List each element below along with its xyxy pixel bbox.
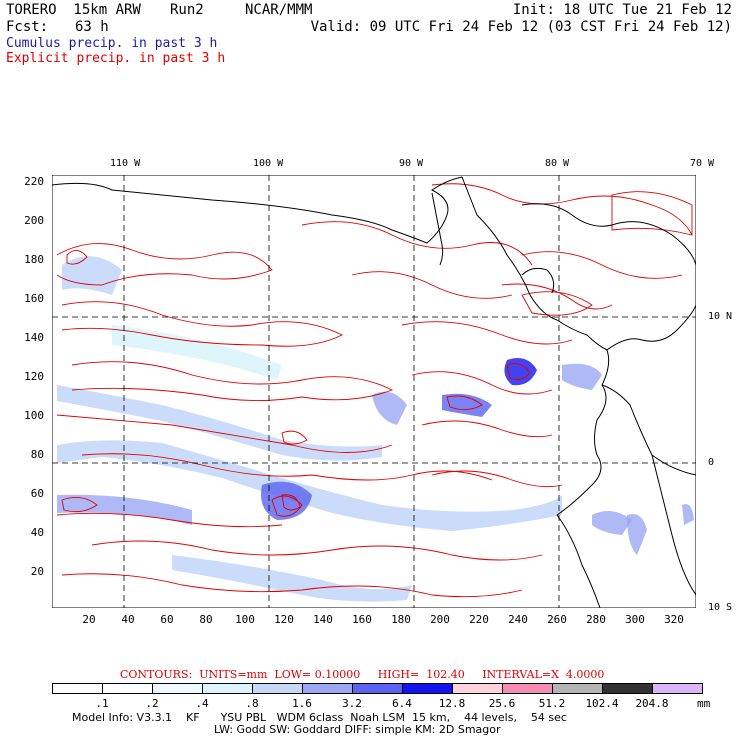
lat-label-10n: 10 N xyxy=(708,311,733,322)
model-info-line2: LW: Godd SW: Goddard DIFF: simple KM: 2D… xyxy=(214,723,501,736)
lon-label-90w: 90 W xyxy=(399,158,424,169)
legend-value: .1 xyxy=(95,697,109,710)
y-tick: 20 xyxy=(30,565,44,578)
x-tick: 160 xyxy=(352,613,372,626)
x-tick: 180 xyxy=(391,613,411,626)
coastlines xyxy=(52,176,696,608)
lon-label-100w: 100 W xyxy=(253,158,284,169)
legend-swatch-8 xyxy=(452,683,503,694)
legend-value: .2 xyxy=(145,697,159,710)
y-tick: 60 xyxy=(30,487,44,500)
legend-value: 3.2 xyxy=(342,697,362,710)
x-tick: 100 xyxy=(235,613,255,626)
legend-swatch-2 xyxy=(152,683,203,694)
x-tick: 80 xyxy=(199,613,213,626)
x-tick: 260 xyxy=(547,613,567,626)
y-tick: 120 xyxy=(24,370,44,383)
y-tick: 40 xyxy=(30,526,44,539)
x-tick: 320 xyxy=(664,613,684,626)
x-tick: 300 xyxy=(625,613,645,626)
explicit-legend: Explicit precip. in past 3 h xyxy=(6,51,226,66)
legend-value: .4 xyxy=(195,697,209,710)
x-tick: 200 xyxy=(430,613,450,626)
legend-swatch-3 xyxy=(202,683,253,694)
legend-value: .8 xyxy=(245,697,259,710)
y-tick: 160 xyxy=(24,292,44,305)
lon-label-70w: 70 W xyxy=(690,158,715,169)
model-info-line1: Model Info: V3.3.1 KF YSU PBL WDM 6class… xyxy=(72,711,567,724)
y-tick: 180 xyxy=(24,253,44,266)
legend-swatch-12 xyxy=(652,683,703,694)
lon-label-80w: 80 W xyxy=(545,158,570,169)
legend-value: 6.4 xyxy=(392,697,412,710)
legend-swatch-1 xyxy=(102,683,153,694)
legend-swatch-9 xyxy=(502,683,553,694)
legend-value: 51.2 xyxy=(538,697,566,710)
org-label: NCAR/MMM xyxy=(245,2,313,18)
fcst-hours: 63 h xyxy=(75,19,109,35)
run-label: Run2 xyxy=(170,2,204,18)
x-tick: 140 xyxy=(313,613,333,626)
init-time: Init: 18 UTC Tue 21 Feb 12 xyxy=(512,2,732,18)
lat-label-10s: 10 S xyxy=(708,602,733,613)
explicit-contours xyxy=(56,183,693,598)
legend-value: 102.4 xyxy=(585,697,619,710)
x-tick: 40 xyxy=(121,613,135,626)
y-tick: 220 xyxy=(24,175,44,188)
valid-time: Valid: 09 UTC Fri 24 Feb 12 (03 CST Fri … xyxy=(310,19,732,35)
fcst-label: Fcst: xyxy=(6,19,49,35)
graticule xyxy=(52,175,696,608)
x-tick: 20 xyxy=(82,613,96,626)
x-tick: 120 xyxy=(274,613,294,626)
x-tick: 240 xyxy=(508,613,528,626)
legend-swatch-7 xyxy=(402,683,453,694)
legend-value: 1.6 xyxy=(292,697,312,710)
legend-swatch-4 xyxy=(252,683,303,694)
x-tick: 60 xyxy=(160,613,174,626)
contour-info: CONTOURS: UNITS=mm LOW= 0.10000 HIGH= 10… xyxy=(120,668,605,681)
legend-swatch-0 xyxy=(52,683,103,694)
precip-map xyxy=(52,175,696,608)
lat-label-eq: 0 xyxy=(708,457,715,468)
legend-swatch-5 xyxy=(302,683,353,694)
legend-swatch-11 xyxy=(602,683,653,694)
legend-unit: mm xyxy=(697,697,711,710)
y-tick: 200 xyxy=(24,214,44,227)
legend-value: 204.8 xyxy=(635,697,669,710)
y-tick: 140 xyxy=(24,331,44,344)
map-frame xyxy=(52,175,696,608)
model-title: TORERO 15km ARW xyxy=(6,2,141,18)
lon-label-110w: 110 W xyxy=(110,158,141,169)
x-tick: 280 xyxy=(586,613,606,626)
legend-swatch-10 xyxy=(552,683,603,694)
legend-value: 25.6 xyxy=(488,697,516,710)
y-tick: 80 xyxy=(30,448,44,461)
legend-swatch-6 xyxy=(352,683,403,694)
cumulus-legend: Cumulus precip. in past 3 h xyxy=(6,36,218,51)
legend-value: 12.8 xyxy=(438,697,466,710)
y-tick: 100 xyxy=(24,409,44,422)
x-tick: 220 xyxy=(469,613,489,626)
